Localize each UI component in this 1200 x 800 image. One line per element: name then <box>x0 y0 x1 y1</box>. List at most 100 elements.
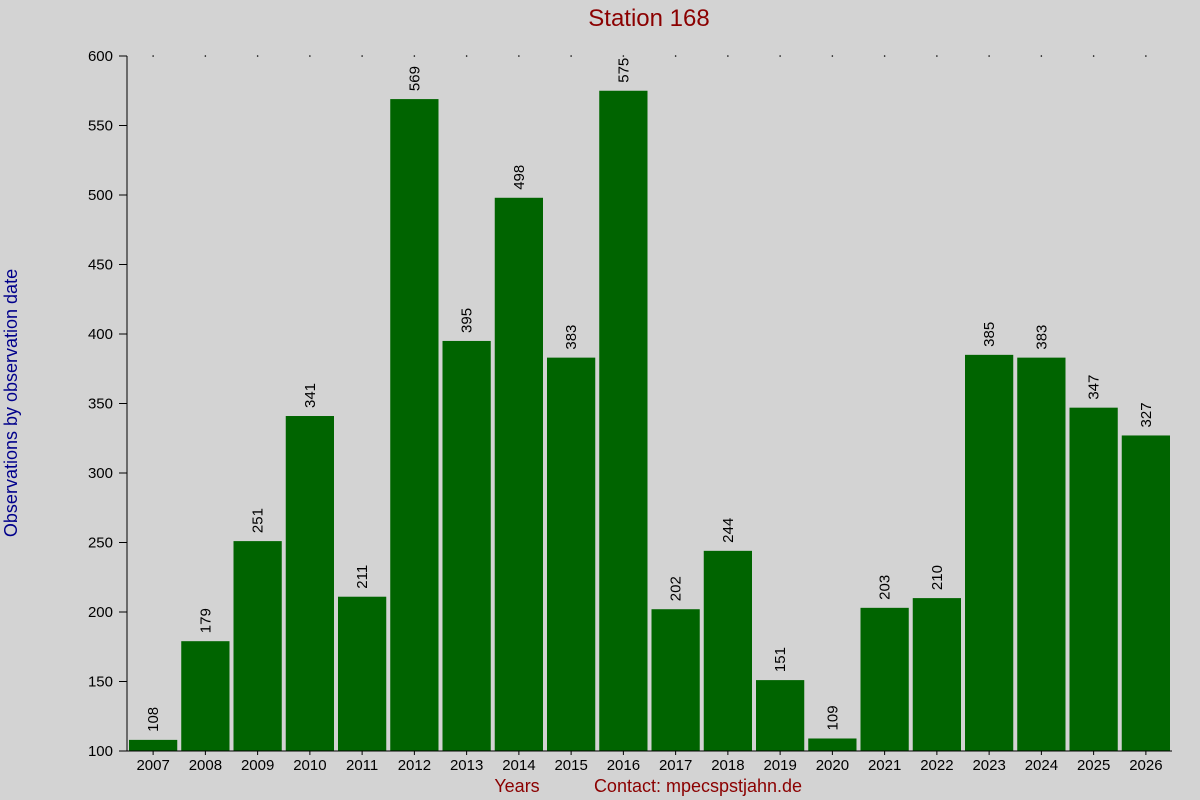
grid-dot <box>309 55 311 57</box>
bar-2010 <box>285 416 334 751</box>
x-tick-label: 2018 <box>711 757 744 774</box>
y-tick-label: 100 <box>88 743 113 760</box>
y-tick-label: 400 <box>88 326 113 343</box>
bar-2009 <box>233 541 282 751</box>
data-label-2012: 569 <box>406 66 423 91</box>
bar-2008 <box>181 641 230 751</box>
grid-dot <box>256 55 259 57</box>
x-tick-label: 2022 <box>920 757 953 774</box>
data-labels: 108 179 251 341 211 569 395 498 383 575 202 244 151 1… <box>145 58 1155 732</box>
y-tick-label: 300 <box>88 465 113 482</box>
grid-dot <box>831 55 834 57</box>
x-tick-label: 2025 <box>1077 757 1110 774</box>
data-label-2026: 327 <box>1138 402 1155 427</box>
grid-dot <box>727 55 729 57</box>
bar-2021 <box>860 607 909 751</box>
data-label-2018: 244 <box>720 518 737 543</box>
x-tick-label: 2024 <box>1025 757 1058 774</box>
x-tick-label: 2023 <box>972 757 1005 774</box>
grid-dot <box>570 55 572 57</box>
x-tick-label: 2019 <box>763 757 796 774</box>
bar-2019 <box>756 680 805 751</box>
data-label-2023: 385 <box>981 322 998 347</box>
contact-label: Contact: mpecspstjahn.de <box>594 776 802 796</box>
x-axis-title: Years <box>494 776 539 796</box>
grid-dot <box>988 55 990 57</box>
grid-dot <box>1040 55 1043 57</box>
grid-dot <box>674 55 677 57</box>
y-tick-label: 450 <box>88 257 113 274</box>
data-label-2013: 395 <box>459 308 476 333</box>
y-axis: 100 150 200 250 300 350 400 450 500 550 600 <box>88 48 128 760</box>
data-label-2019: 151 <box>772 647 789 672</box>
y-tick-label: 150 <box>88 674 113 691</box>
x-tick-label: 2014 <box>502 757 535 774</box>
x-tick-label: 2015 <box>554 757 587 774</box>
bar-2015 <box>547 357 596 751</box>
grid-dot <box>883 55 886 57</box>
y-tick-label: 550 <box>88 118 113 135</box>
bar-2007 <box>129 739 178 751</box>
bar-2022 <box>912 598 961 751</box>
grid-dot <box>518 55 520 57</box>
x-tick-label: 2013 <box>450 757 483 774</box>
bar-2020 <box>808 738 857 751</box>
data-label-2014: 498 <box>511 165 528 190</box>
y-tick-label: 600 <box>88 48 113 65</box>
grid-dot <box>1092 55 1095 57</box>
chart-title: Station 168 <box>588 5 709 32</box>
x-tick-label: 2026 <box>1129 757 1162 774</box>
grid-dot <box>465 55 468 57</box>
x-axis: 2007 2008 2009 2010 2011 2012 2013 2014 2015 2016… <box>127 750 1172 774</box>
grid-dots <box>152 55 1147 57</box>
x-tick-label: 2012 <box>398 757 431 774</box>
grid-dot <box>413 55 416 57</box>
y-tick-label: 350 <box>88 396 113 413</box>
x-tick-label: 2021 <box>868 757 901 774</box>
y-tick-label: 200 <box>88 604 113 621</box>
bar-2023 <box>965 354 1014 751</box>
bar-2025 <box>1069 407 1118 751</box>
data-label-2021: 203 <box>877 575 894 600</box>
x-tick-label: 2009 <box>241 757 274 774</box>
bar-2014 <box>494 197 543 751</box>
data-label-2007: 108 <box>145 707 162 732</box>
bar-2026 <box>1121 435 1170 751</box>
grid-dot <box>152 55 154 57</box>
y-tick-label: 250 <box>88 535 113 552</box>
x-tick-label: 2017 <box>659 757 692 774</box>
x-tick-label: 2007 <box>136 757 169 774</box>
bar-2017 <box>651 609 700 751</box>
data-label-2017: 202 <box>668 576 685 601</box>
data-label-2022: 210 <box>929 565 946 590</box>
data-label-2016: 575 <box>615 58 632 83</box>
grid-dot <box>204 55 207 57</box>
data-label-2010: 341 <box>302 383 319 408</box>
data-label-2015: 383 <box>563 325 580 350</box>
grid-dot <box>622 55 625 57</box>
grid-dot <box>936 55 938 57</box>
bar-2024 <box>1017 357 1066 751</box>
data-label-2020: 109 <box>824 705 841 730</box>
y-axis-title: Observations by observation date <box>1 269 21 537</box>
y-tick-label: 500 <box>88 187 113 204</box>
bar-2012 <box>390 99 439 752</box>
data-label-2008: 179 <box>197 608 214 633</box>
x-tick-label: 2016 <box>607 757 640 774</box>
bar-2016 <box>599 90 648 751</box>
x-tick-label: 2020 <box>816 757 849 774</box>
bar-2011 <box>338 596 387 751</box>
grid-dot <box>779 55 781 57</box>
x-tick-label: 2008 <box>189 757 222 774</box>
data-label-2009: 251 <box>250 508 267 533</box>
bars <box>129 90 1170 752</box>
bar-2018 <box>703 550 752 751</box>
grid-dot <box>361 55 363 57</box>
bar-2013 <box>442 340 491 751</box>
x-tick-label: 2010 <box>293 757 326 774</box>
data-label-2025: 347 <box>1086 375 1103 400</box>
data-label-2024: 383 <box>1033 325 1050 350</box>
data-label-2011: 211 <box>354 565 371 589</box>
x-tick-label: 2011 <box>346 757 378 774</box>
